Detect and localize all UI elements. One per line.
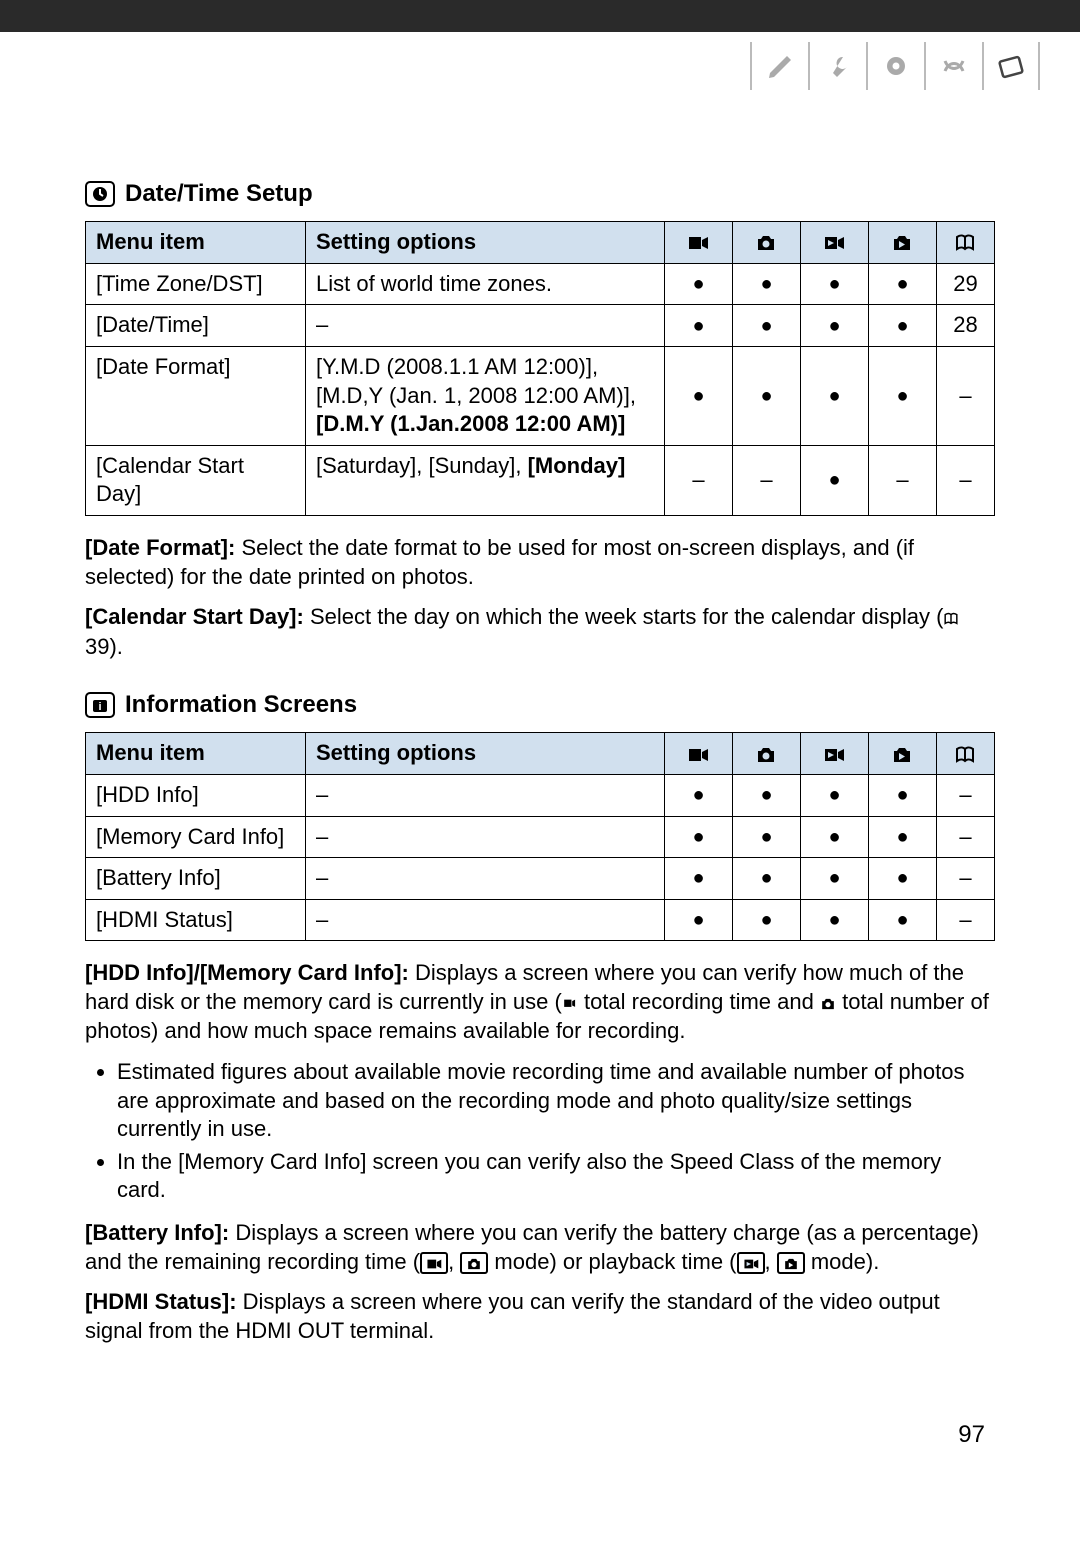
- section-title-info: Information Screens: [85, 689, 995, 720]
- hdmi-desc: [HDMI Status]: Displays a screen where y…: [85, 1288, 995, 1345]
- section-title-text: Date/Time Setup: [125, 178, 313, 209]
- th-opts: Setting options: [306, 222, 665, 264]
- date-format-desc: [Date Format]: Select the date format to…: [85, 534, 995, 591]
- tab-language[interactable]: [924, 42, 982, 90]
- th-camera-icon: [733, 733, 801, 775]
- th-menu: Menu item: [86, 222, 306, 264]
- list-item: Estimated figures about available movie …: [117, 1058, 995, 1144]
- th-photo-play-icon: [869, 733, 937, 775]
- camera-icon: [820, 989, 836, 1018]
- tab-memory[interactable]: [982, 42, 1040, 90]
- table-row: [HDD Info] – ● ● ● ● –: [86, 774, 995, 816]
- th-photo-play-icon: [869, 222, 937, 264]
- list-item: In the [Memory Card Info] screen you can…: [117, 1148, 995, 1205]
- th-book-icon: [937, 733, 995, 775]
- movie-icon: [562, 989, 578, 1018]
- calendar-desc: [Calendar Start Day]: Select the day on …: [85, 603, 995, 661]
- hdd-bullets: Estimated figures about available movie …: [85, 1058, 995, 1205]
- movie-rec-mode-icon: [420, 1252, 448, 1274]
- table-row: [Date/Time] – ● ● ● ● 28: [86, 305, 995, 347]
- tab-camera-settings[interactable]: [750, 42, 808, 90]
- section-title-datetime: Date/Time Setup: [85, 178, 995, 209]
- th-menu: Menu item: [86, 733, 306, 775]
- info-table: Menu item Setting options [HDD Info] – ●…: [85, 732, 995, 941]
- table-row: [Memory Card Info] – ● ● ● ● –: [86, 816, 995, 858]
- table-row: [Calendar Start Day] [Saturday], [Sunday…: [86, 445, 995, 515]
- table-row: [Date Format] [Y.M.D (2008.1.1 AM 12:00)…: [86, 346, 995, 445]
- battery-desc: [Battery Info]: Displays a screen where …: [85, 1219, 995, 1276]
- section-title-text: Information Screens: [125, 689, 357, 720]
- table-row: [Battery Info] – ● ● ● ● –: [86, 858, 995, 900]
- tab-tools[interactable]: [808, 42, 866, 90]
- tab-system[interactable]: [866, 42, 924, 90]
- page-content: Date/Time Setup Menu item Setting option…: [0, 90, 1080, 1397]
- page-number: 97: [0, 1397, 1080, 1479]
- camera-mode-icon: [460, 1252, 488, 1274]
- movie-play-mode-icon: [737, 1252, 765, 1274]
- hdd-desc: [HDD Info]/[Memory Card Info]: Displays …: [85, 959, 995, 1046]
- info-icon: [85, 692, 115, 718]
- top-bar: [0, 0, 1080, 32]
- table-row: [Time Zone/DST] List of world time zones…: [86, 263, 995, 305]
- th-opts: Setting options: [306, 733, 665, 775]
- th-book-icon: [937, 222, 995, 264]
- clock-icon: [85, 181, 115, 207]
- th-movie-play-icon: [801, 733, 869, 775]
- th-movie-rec-icon: [665, 733, 733, 775]
- th-camera-icon: [733, 222, 801, 264]
- tab-strip: [0, 32, 1080, 90]
- datetime-table: Menu item Setting options [Time Zone/DST…: [85, 221, 995, 516]
- table-row: [HDMI Status] – ● ● ● ● –: [86, 899, 995, 941]
- th-movie-play-icon: [801, 222, 869, 264]
- th-movie-rec-icon: [665, 222, 733, 264]
- photo-play-mode-icon: [777, 1252, 805, 1274]
- book-icon: [943, 604, 959, 633]
